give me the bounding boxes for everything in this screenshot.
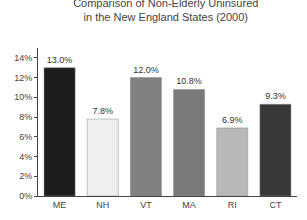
svg-text:6.9%: 6.9% [222, 115, 243, 125]
svg-text:13.0%: 13.0% [47, 55, 73, 65]
svg-text:NH: NH [96, 200, 109, 210]
svg-text:10%: 10% [14, 92, 32, 102]
svg-text:ME: ME [53, 200, 67, 210]
svg-text:7.8%: 7.8% [92, 106, 113, 116]
svg-text:0%: 0% [19, 191, 32, 201]
svg-text:8%: 8% [19, 112, 32, 122]
svg-text:2%: 2% [19, 171, 32, 181]
svg-text:14%: 14% [14, 53, 32, 63]
svg-text:12%: 12% [14, 73, 32, 83]
svg-text:RI: RI [228, 200, 237, 210]
svg-text:12.0%: 12.0% [133, 65, 159, 75]
svg-text:CT: CT [269, 200, 281, 210]
svg-text:VT: VT [140, 200, 152, 210]
svg-text:9.3%: 9.3% [265, 91, 286, 101]
svg-text:10.8%: 10.8% [176, 76, 202, 86]
svg-text:Comparison of Non-Elderly Unin: Comparison of Non-Elderly Uninsuredin th… [73, 0, 258, 23]
svg-text:4%: 4% [19, 152, 32, 162]
svg-text:6%: 6% [19, 132, 32, 142]
svg-text:MA: MA [182, 200, 196, 210]
